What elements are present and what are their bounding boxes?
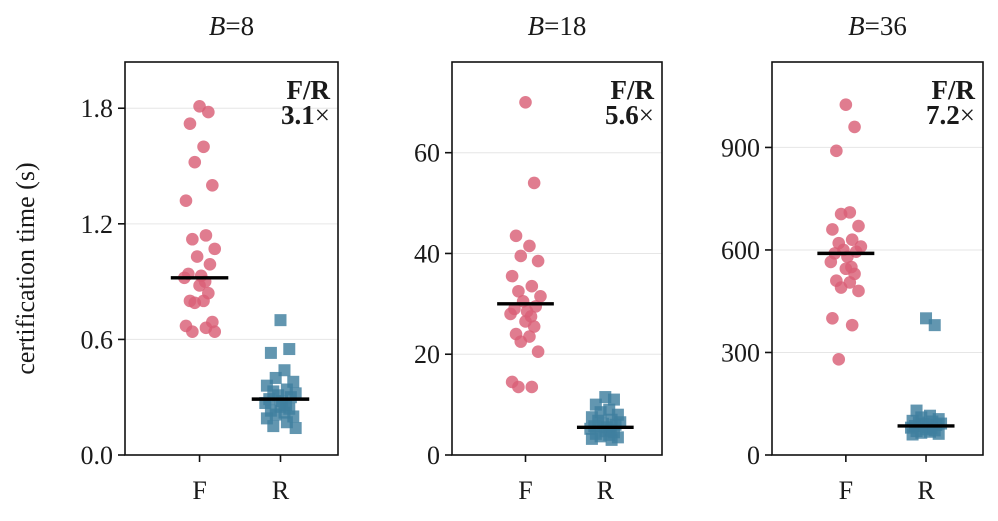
y-tick-label: 40 [414,239,440,268]
panel-1: 0.0 0.6 1.2 1.8 F R B=8 certification time (s) F… [11,11,339,505]
x-tick-label: F [518,476,532,505]
data-point-R [289,422,302,435]
data-point-F [826,223,839,236]
data-point-F [832,353,846,366]
ratio-label: F/R [611,75,655,105]
data-point-F [525,279,539,293]
data-point-F [514,249,528,263]
panel-title: B=36 [848,11,907,41]
data-point-R [607,393,620,406]
y-tick-label: 900 [721,133,760,162]
data-point-F [512,380,525,394]
data-point-F [534,289,547,303]
data-point-F [188,296,202,310]
y-tick-label: 60 [414,139,440,168]
ratio-value: 3.1× [281,100,330,130]
data-point-F [845,318,859,332]
data-point-F [852,284,865,298]
panel-3: 0 300 600 900 F R B=36 F/R7.2× [721,11,984,505]
data-point-F [183,117,197,130]
y-axis-label: certification time (s) [11,162,40,374]
data-point-R [605,433,618,446]
data-point-F [514,335,528,348]
y-tick-label: 1.2 [81,210,114,239]
data-point-F [206,178,219,192]
data-point-F [505,269,519,283]
panel-title: B=18 [528,11,587,41]
ratio-label: F/R [932,75,976,105]
ratio-value: 7.2× [926,100,975,130]
data-point-F [834,207,848,221]
x-tick-label: R [272,476,290,505]
y-tick-label: 0 [427,441,440,470]
data-point-R [264,346,277,359]
ratio-label: F/R [287,75,331,105]
data-point-F [848,120,861,134]
plot-frame [771,61,984,456]
data-point-F [830,144,843,158]
y-tick-label: 0 [747,441,760,470]
data-point-F [208,325,222,339]
data-point-F [504,307,517,321]
data-point-F [190,250,204,263]
data-point-F [512,284,525,298]
data-point-F [208,242,222,256]
data-point-F [531,345,545,359]
x-tick-label: R [917,476,935,505]
data-point-R [906,428,919,441]
ratio-value: 5.6× [605,100,654,130]
data-point-F [527,320,541,333]
y-tick-label: 20 [414,340,440,369]
data-point-F [179,194,193,208]
data-point-F [839,98,853,112]
plot-frame [451,61,663,456]
data-point-R [928,319,941,332]
data-point-F [509,229,523,243]
data-point-F [852,219,865,233]
y-tick-label: 1.8 [81,94,114,123]
data-point-F [197,140,210,154]
data-point-R [283,343,296,356]
data-point-F [845,233,859,247]
data-point-F [193,279,206,292]
y-tick-label: 0.0 [81,441,114,470]
data-point-F [519,96,532,109]
panel-2: 0 20 40 60 F R B=18 F/R5.6× [414,11,663,505]
data-point-R [932,427,945,440]
data-point-F [826,312,839,325]
y-tick-label: 0.6 [81,325,114,354]
data-point-R [585,432,598,445]
data-point-R [274,314,287,327]
y-tick-label: 300 [721,338,760,367]
x-tick-label: R [597,476,615,505]
data-point-F [525,380,539,394]
data-point-F [824,255,838,269]
data-point-F [203,257,217,271]
data-point-F [531,254,545,268]
data-point-F [834,281,848,294]
data-point-F [186,232,199,246]
data-point-F [202,105,215,119]
data-point-F [527,176,541,190]
y-tick-label: 600 [721,236,760,265]
data-point-F [523,239,536,253]
panel-title: B=8 [209,11,254,41]
plot-frame [124,61,339,456]
data-point-F [199,229,213,242]
x-tick-label: F [192,476,206,505]
data-point-F [186,325,199,339]
x-tick-label: F [839,476,853,505]
data-point-F [188,155,202,169]
data-point-R [267,420,280,433]
